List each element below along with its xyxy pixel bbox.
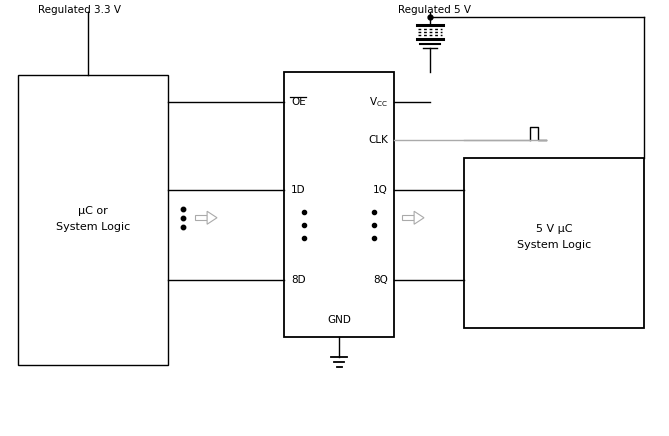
Text: 5 V μC: 5 V μC bbox=[536, 225, 572, 235]
Bar bbox=[195, 215, 207, 220]
Text: System Logic: System Logic bbox=[56, 222, 130, 232]
Bar bbox=[18, 75, 168, 365]
Text: Regulated 3.3 V: Regulated 3.3 V bbox=[38, 5, 121, 15]
Text: CLK: CLK bbox=[368, 135, 388, 145]
Text: $\mathregular{V_{CC}}$: $\mathregular{V_{CC}}$ bbox=[369, 95, 388, 109]
Bar bbox=[464, 158, 644, 328]
Text: 8Q: 8Q bbox=[373, 275, 388, 285]
Bar bbox=[402, 215, 414, 220]
Text: 1D: 1D bbox=[291, 185, 306, 195]
Text: System Logic: System Logic bbox=[517, 240, 591, 250]
Text: μC or: μC or bbox=[78, 206, 108, 216]
Polygon shape bbox=[414, 211, 424, 224]
Text: Regulated 5 V: Regulated 5 V bbox=[398, 5, 471, 15]
Text: GND: GND bbox=[327, 315, 351, 325]
Text: 8D: 8D bbox=[291, 275, 306, 285]
Text: OE: OE bbox=[291, 97, 306, 107]
Bar bbox=[284, 72, 394, 337]
Polygon shape bbox=[207, 211, 217, 224]
Text: 1Q: 1Q bbox=[373, 185, 388, 195]
